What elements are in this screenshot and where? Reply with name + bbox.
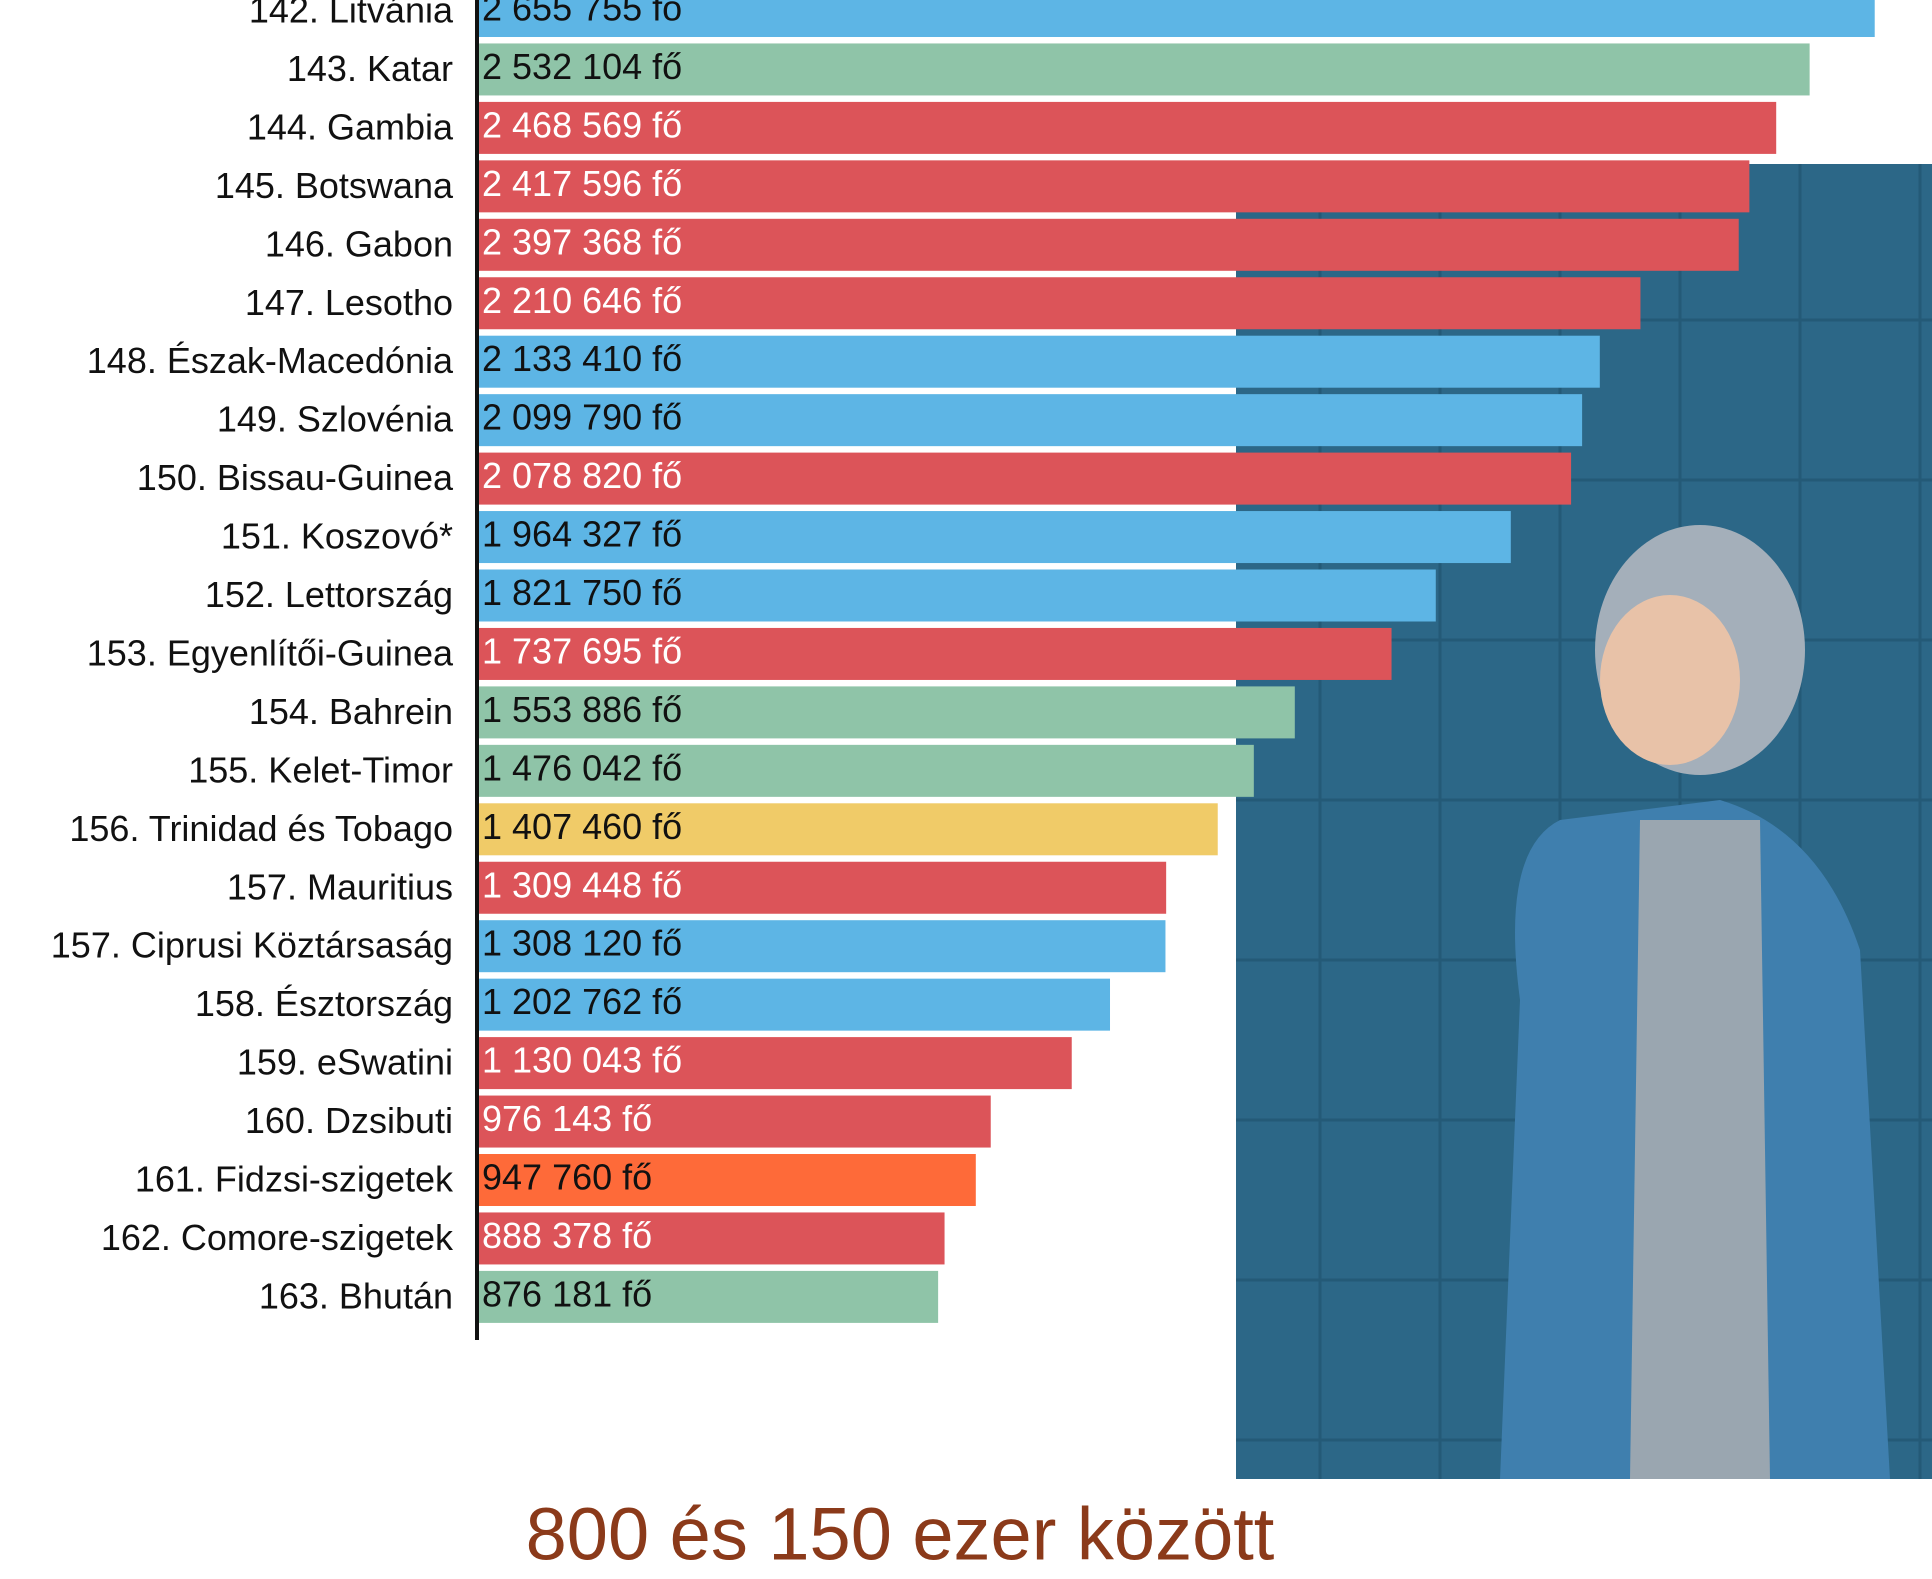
category-label: 150. Bissau-Guinea [137, 457, 454, 498]
bar [477, 160, 1750, 213]
value-label: 976 143 fő [482, 1098, 652, 1139]
chart-title: 800 és 150 ezer között [526, 1493, 1275, 1576]
category-label: 154. Bahrein [249, 691, 453, 732]
value-label: 2 468 569 fő [482, 104, 682, 145]
value-label: 2 210 646 fő [482, 280, 682, 321]
category-label: 147. Lesotho [245, 282, 453, 323]
value-label: 2 078 820 fő [482, 455, 682, 496]
value-label: 1 737 695 fő [482, 630, 682, 671]
value-label: 1 407 460 fő [482, 806, 682, 847]
bar [477, 861, 1167, 914]
bar [477, 686, 1295, 739]
bars [477, 0, 1875, 1323]
bar [477, 43, 1810, 96]
category-label: 152. Lettország [205, 574, 453, 615]
category-label: 155. Kelet-Timor [188, 749, 453, 790]
category-label: 143. Katar [287, 48, 453, 89]
bar [477, 569, 1436, 622]
bar [477, 394, 1583, 447]
value-label: 1 308 120 fő [482, 923, 682, 964]
photo-hoodie [1630, 820, 1770, 1479]
value-label: 1 821 750 fő [482, 572, 682, 613]
photo-face [1600, 595, 1740, 765]
category-label: 156. Trinidad és Tobago [69, 808, 453, 849]
value-label: 2 417 596 fő [482, 163, 682, 204]
value-label: 947 760 fő [482, 1157, 652, 1198]
category-label: 161. Fidzsi-szigetek [135, 1159, 454, 1200]
bar [477, 1154, 976, 1206]
category-label: 146. Gabon [265, 223, 453, 264]
category-label: 145. Botswana [215, 165, 454, 206]
value-label: 2 532 104 fő [482, 46, 682, 87]
bar [477, 101, 1777, 154]
value-label: 888 378 fő [482, 1215, 652, 1256]
category-label: 153. Egyenlítői-Guinea [87, 632, 454, 673]
bar [477, 452, 1572, 505]
bar [477, 1037, 1072, 1090]
category-label: 148. Észak-Macedónia [87, 340, 454, 381]
category-label: 157. Mauritius [227, 866, 453, 907]
category-label: 162. Comore-szigetek [101, 1217, 454, 1258]
category-label: 160. Dzsibuti [245, 1100, 453, 1141]
category-label: 159. eSwatini [237, 1042, 453, 1083]
bar [477, 1212, 945, 1265]
value-label: 2 397 368 fő [482, 221, 682, 262]
value-label: 1 130 043 fő [482, 1040, 682, 1081]
value-label: 1 476 042 fő [482, 747, 682, 788]
bar [477, 1270, 939, 1323]
category-label: 144. Gambia [247, 106, 454, 147]
category-label: 151. Koszovó* [221, 516, 453, 557]
bar [477, 920, 1166, 973]
bar [477, 627, 1392, 680]
bar [477, 744, 1254, 797]
value-label: 1 553 886 fő [482, 689, 682, 730]
bar [477, 803, 1218, 856]
category-label: 149. Szlovénia [217, 399, 454, 440]
value-label: 2 099 790 fő [482, 397, 682, 438]
bar [477, 218, 1739, 271]
value-label: 2 133 410 fő [482, 338, 682, 379]
bar [477, 1095, 991, 1148]
bar [477, 335, 1600, 388]
bar [477, 277, 1641, 330]
value-label: 2 655 755 fő [482, 0, 682, 29]
category-label: 157. Ciprusi Köztársaság [51, 925, 453, 966]
value-label: 1 964 327 fő [482, 514, 682, 555]
category-label: 163. Bhután [259, 1275, 453, 1316]
category-label: 158. Észtország [195, 983, 453, 1024]
bar [477, 511, 1511, 564]
bar [477, 978, 1111, 1031]
value-label: 1 202 762 fő [482, 981, 682, 1022]
bar [477, 0, 1875, 37]
category-label: 142. Litvánia [249, 0, 454, 31]
value-label: 1 309 448 fő [482, 864, 682, 905]
value-label: 876 181 fő [482, 1273, 652, 1314]
